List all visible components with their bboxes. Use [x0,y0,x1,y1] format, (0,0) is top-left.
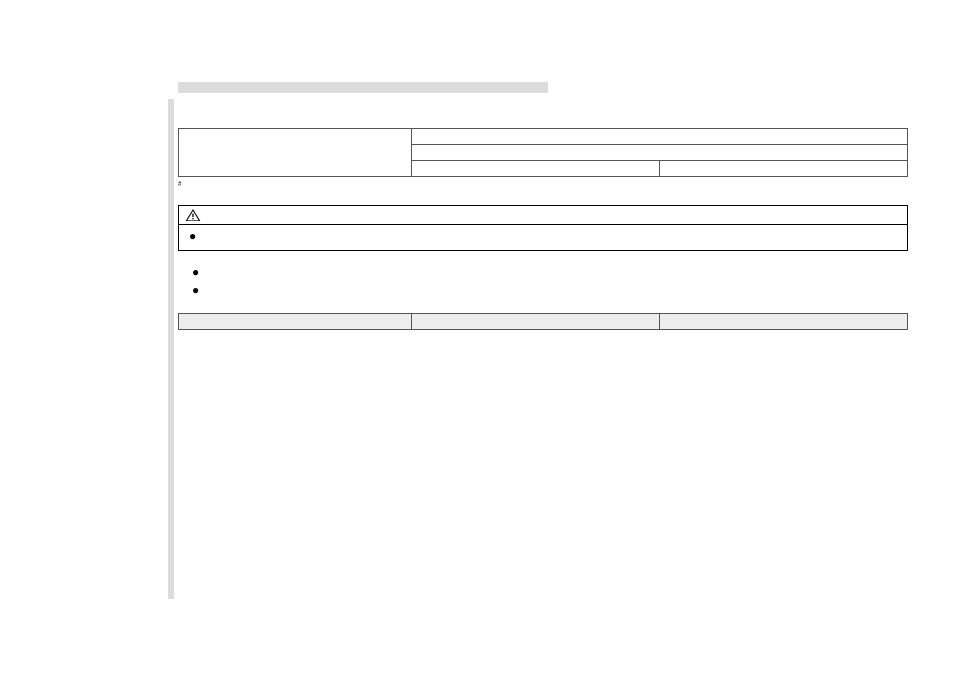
decorative-bar-top [178,82,548,93]
col-ref [179,314,412,330]
bullet-icon: ● [192,265,199,279]
decorative-bar-left [168,99,174,599]
bullet-icon: ● [192,283,199,297]
col-deactivated [660,161,908,177]
col-mass-group [179,129,412,177]
title-row [178,119,908,122]
page-content: # ● ● ● [178,110,908,330]
caution-body: ● [179,225,907,250]
col-activated [412,161,660,177]
warning-icon [185,208,201,222]
key-body: ● ● [178,263,908,299]
parts-table [178,313,908,330]
caution-box: ● [178,205,908,251]
bullet-icon: ● [189,229,196,243]
col-part-no [412,314,660,330]
col-ece-no [660,314,908,330]
footnote: # [178,180,908,193]
caution-header [179,206,907,225]
col-front-passenger [412,145,908,161]
col-seating-position [412,129,908,145]
suitability-table [178,128,908,177]
